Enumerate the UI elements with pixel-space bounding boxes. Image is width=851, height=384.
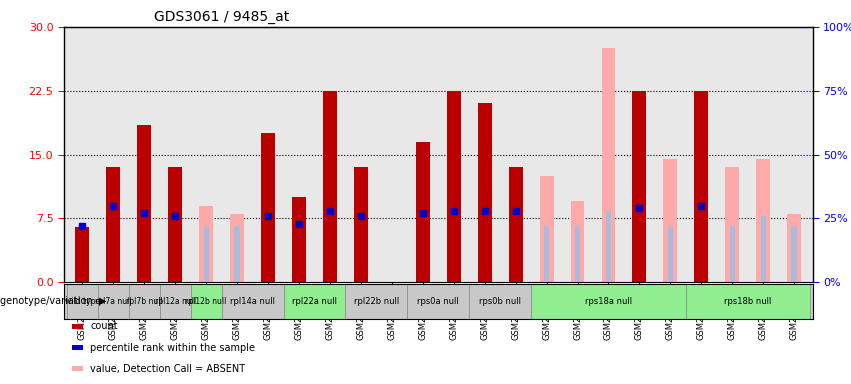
- Bar: [544, 226, 549, 282]
- Bar: [76, 227, 89, 282]
- Bar: [791, 226, 797, 282]
- Bar: [203, 226, 208, 282]
- Bar: [509, 167, 523, 282]
- Bar: [67, 284, 98, 319]
- Text: rps0a null: rps0a null: [417, 297, 460, 306]
- Text: rps0b null: rps0b null: [479, 297, 521, 306]
- Text: rpl22b null: rpl22b null: [354, 297, 399, 306]
- Bar: [686, 284, 809, 319]
- Bar: [664, 159, 677, 282]
- Bar: [602, 48, 615, 282]
- Bar: [694, 91, 708, 282]
- Text: rps18b null: rps18b null: [724, 297, 771, 306]
- Bar: [531, 284, 686, 319]
- Bar: [106, 167, 120, 282]
- Bar: [346, 284, 408, 319]
- Bar: [292, 197, 306, 282]
- Bar: [416, 142, 430, 282]
- Bar: [668, 226, 673, 282]
- Bar: [761, 216, 766, 282]
- Bar: [160, 284, 191, 319]
- Text: rpl12a null: rpl12a null: [155, 297, 196, 306]
- Bar: [447, 91, 460, 282]
- Text: GDS3061 / 9485_at: GDS3061 / 9485_at: [154, 10, 289, 25]
- Bar: [575, 226, 580, 282]
- Bar: [230, 214, 244, 282]
- Bar: [477, 104, 492, 282]
- Bar: [191, 284, 221, 319]
- Bar: [235, 226, 240, 282]
- Bar: [787, 214, 801, 282]
- Text: rpl7a null: rpl7a null: [95, 297, 132, 306]
- Bar: [757, 159, 770, 282]
- Bar: [408, 284, 469, 319]
- Text: genotype/variation  ▶: genotype/variation ▶: [0, 296, 106, 306]
- Bar: [725, 167, 740, 282]
- Bar: [283, 284, 346, 319]
- Text: rpl14a null: rpl14a null: [230, 297, 275, 306]
- Bar: [129, 284, 160, 319]
- Bar: [137, 125, 151, 282]
- Text: rpl12b null: rpl12b null: [186, 297, 227, 306]
- Text: rps18a null: rps18a null: [585, 297, 632, 306]
- Text: wild type: wild type: [65, 297, 100, 306]
- Bar: [632, 91, 647, 282]
- Bar: [729, 226, 735, 282]
- Bar: [199, 206, 213, 282]
- Bar: [323, 91, 337, 282]
- Bar: [570, 201, 585, 282]
- Text: rpl7b null: rpl7b null: [126, 297, 163, 306]
- Bar: [261, 133, 275, 282]
- Bar: [469, 284, 531, 319]
- Bar: [221, 284, 283, 319]
- Text: count: count: [90, 321, 117, 331]
- Bar: [354, 167, 368, 282]
- Text: value, Detection Call = ABSENT: value, Detection Call = ABSENT: [90, 364, 245, 374]
- Bar: [606, 211, 611, 282]
- Bar: [540, 176, 553, 282]
- Text: percentile rank within the sample: percentile rank within the sample: [90, 343, 255, 353]
- Text: rpl22a null: rpl22a null: [292, 297, 337, 306]
- Bar: [98, 284, 129, 319]
- Bar: [168, 167, 182, 282]
